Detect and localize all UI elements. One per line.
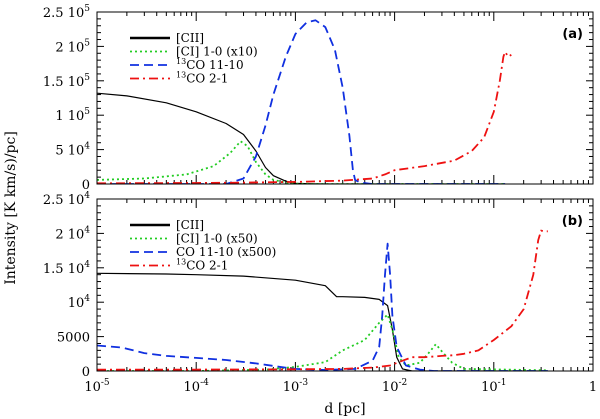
y-tick-label: 2 105: [55, 38, 90, 55]
y-tick-label: 104: [68, 294, 91, 311]
series-line-co11: [97, 19, 506, 184]
panel-label: (a): [562, 27, 583, 42]
y-tick-label-exponent: 5: [84, 73, 90, 83]
y-tick-label: 2.5 105: [43, 4, 90, 21]
x-tick-label-exponent: -4: [200, 378, 209, 388]
x-tick-label: 10-3: [283, 378, 309, 395]
legend-entry-co13: 13CO 2-1: [176, 258, 228, 273]
y-tick-label-mantissa: 2.5 10: [43, 6, 84, 21]
x-tick-label-mantissa: 10: [84, 380, 101, 395]
y-tick-label-exponent: 4: [84, 260, 90, 270]
x-tick-label-exponent: -2: [398, 378, 407, 388]
series-group: [97, 19, 512, 184]
y-tick-label-mantissa: 2 10: [55, 40, 84, 55]
legend-name: CO 2-1: [186, 259, 228, 273]
y-tick-label-exponent: 5: [84, 107, 90, 117]
legend-entry-co13: 13CO 2-1: [176, 71, 228, 86]
y-tick-label: 2.5 104: [43, 191, 90, 208]
y-tick-label-mantissa: 2 10: [55, 227, 84, 242]
x-tick-label: 10-2: [382, 378, 407, 395]
y-axis-label: Intensity [K km/s)/pc]: [3, 131, 19, 285]
legend-superscript: 13: [176, 71, 186, 80]
legend-entry-ci: [CI] 1-0 (x10): [176, 45, 258, 59]
x-tick-label-exponent: -3: [299, 378, 308, 388]
series-line-cii: [97, 92, 506, 184]
x-tick-label: 1: [589, 380, 597, 395]
legend-name: CO 2-1: [186, 72, 228, 86]
x-tick-label-mantissa: 10: [184, 380, 201, 395]
y-tick-label: 0: [82, 178, 90, 193]
y-tick-label-exponent: 5: [84, 4, 90, 14]
legend-superscript: 13: [176, 258, 186, 267]
legend-entry-co11: 13CO 11-10: [176, 57, 244, 72]
y-tick-label-mantissa: 5 10: [55, 144, 84, 159]
y-tick-label-exponent: 4: [84, 191, 90, 201]
x-tick-label-mantissa: 10: [382, 380, 399, 395]
x-tick-labels: 10-5 10-4 10-3 10-2 10-1 1: [84, 378, 597, 395]
y-tick-label-mantissa: 10: [68, 296, 85, 311]
y-tick-label: 1.5 104: [43, 260, 90, 277]
legend-entry-ci: [CI] 1-0 (x50): [176, 232, 258, 246]
x-tick-label-exponent: -5: [101, 378, 110, 388]
series-line-co13: [97, 229, 548, 371]
y-tick-label-mantissa: 2.5 10: [43, 193, 84, 208]
y-tick-label-mantissa: 5000: [57, 331, 90, 346]
legend-name: CO 11-10: [186, 58, 243, 72]
svg-text:Intensity [K km/s)/pc]: Intensity [K km/s)/pc]: [3, 131, 19, 285]
y-tick-label-exponent: 4: [84, 225, 90, 235]
y-tick-label-mantissa: 0: [82, 365, 90, 380]
plot-frame: [96, 198, 594, 372]
y-tick-label-mantissa: 1 10: [55, 109, 84, 124]
y-tick-label-mantissa: 0: [82, 178, 90, 193]
x-tick-label: 10-1: [481, 378, 506, 395]
series-line-co11: [97, 242, 548, 371]
legend-entry-co11: CO 11-10 (x500): [176, 245, 276, 259]
x-axis-label: d [pc]: [324, 401, 365, 417]
y-tick-label: 1.5 105: [43, 73, 90, 90]
y-tick-label-exponent: 5: [84, 38, 90, 48]
legend-entry-cii: [CII]: [176, 218, 204, 232]
y-tick-label-mantissa: 1.5 10: [43, 75, 84, 90]
legend: [CII][CI] 1-0 (x50)CO 11-10 (x500)13CO 2…: [130, 218, 276, 273]
x-tick-label-mantissa: 10: [283, 380, 300, 395]
series-line-co13: [97, 51, 512, 184]
y-tick-label-exponent: 4: [84, 142, 90, 152]
series-group: [97, 229, 548, 371]
panel-label: (b): [562, 214, 583, 229]
x-tick-label: 10-5: [84, 378, 110, 395]
legend-entry-cii: [CII]: [176, 31, 204, 45]
y-tick-label: 0: [82, 365, 90, 380]
x-tick-label-mantissa: 1: [589, 380, 597, 395]
plot-frame: [96, 11, 594, 185]
y-tick-label-mantissa: 1.5 10: [43, 262, 84, 277]
y-tick-label: 2 104: [55, 225, 90, 242]
y-tick-label: 1 105: [55, 107, 90, 124]
series-line-cii: [97, 272, 548, 371]
series-line-ci: [97, 313, 548, 371]
y-tick-label-exponent: 4: [84, 294, 90, 304]
x-tick-label-exponent: -1: [498, 378, 507, 388]
x-tick-label: 10-4: [184, 378, 210, 395]
y-tick-label: 5000: [57, 331, 90, 346]
x-tick-label-mantissa: 10: [481, 380, 498, 395]
legend-superscript: 13: [176, 57, 186, 66]
y-tick-label: 5 104: [55, 142, 90, 159]
